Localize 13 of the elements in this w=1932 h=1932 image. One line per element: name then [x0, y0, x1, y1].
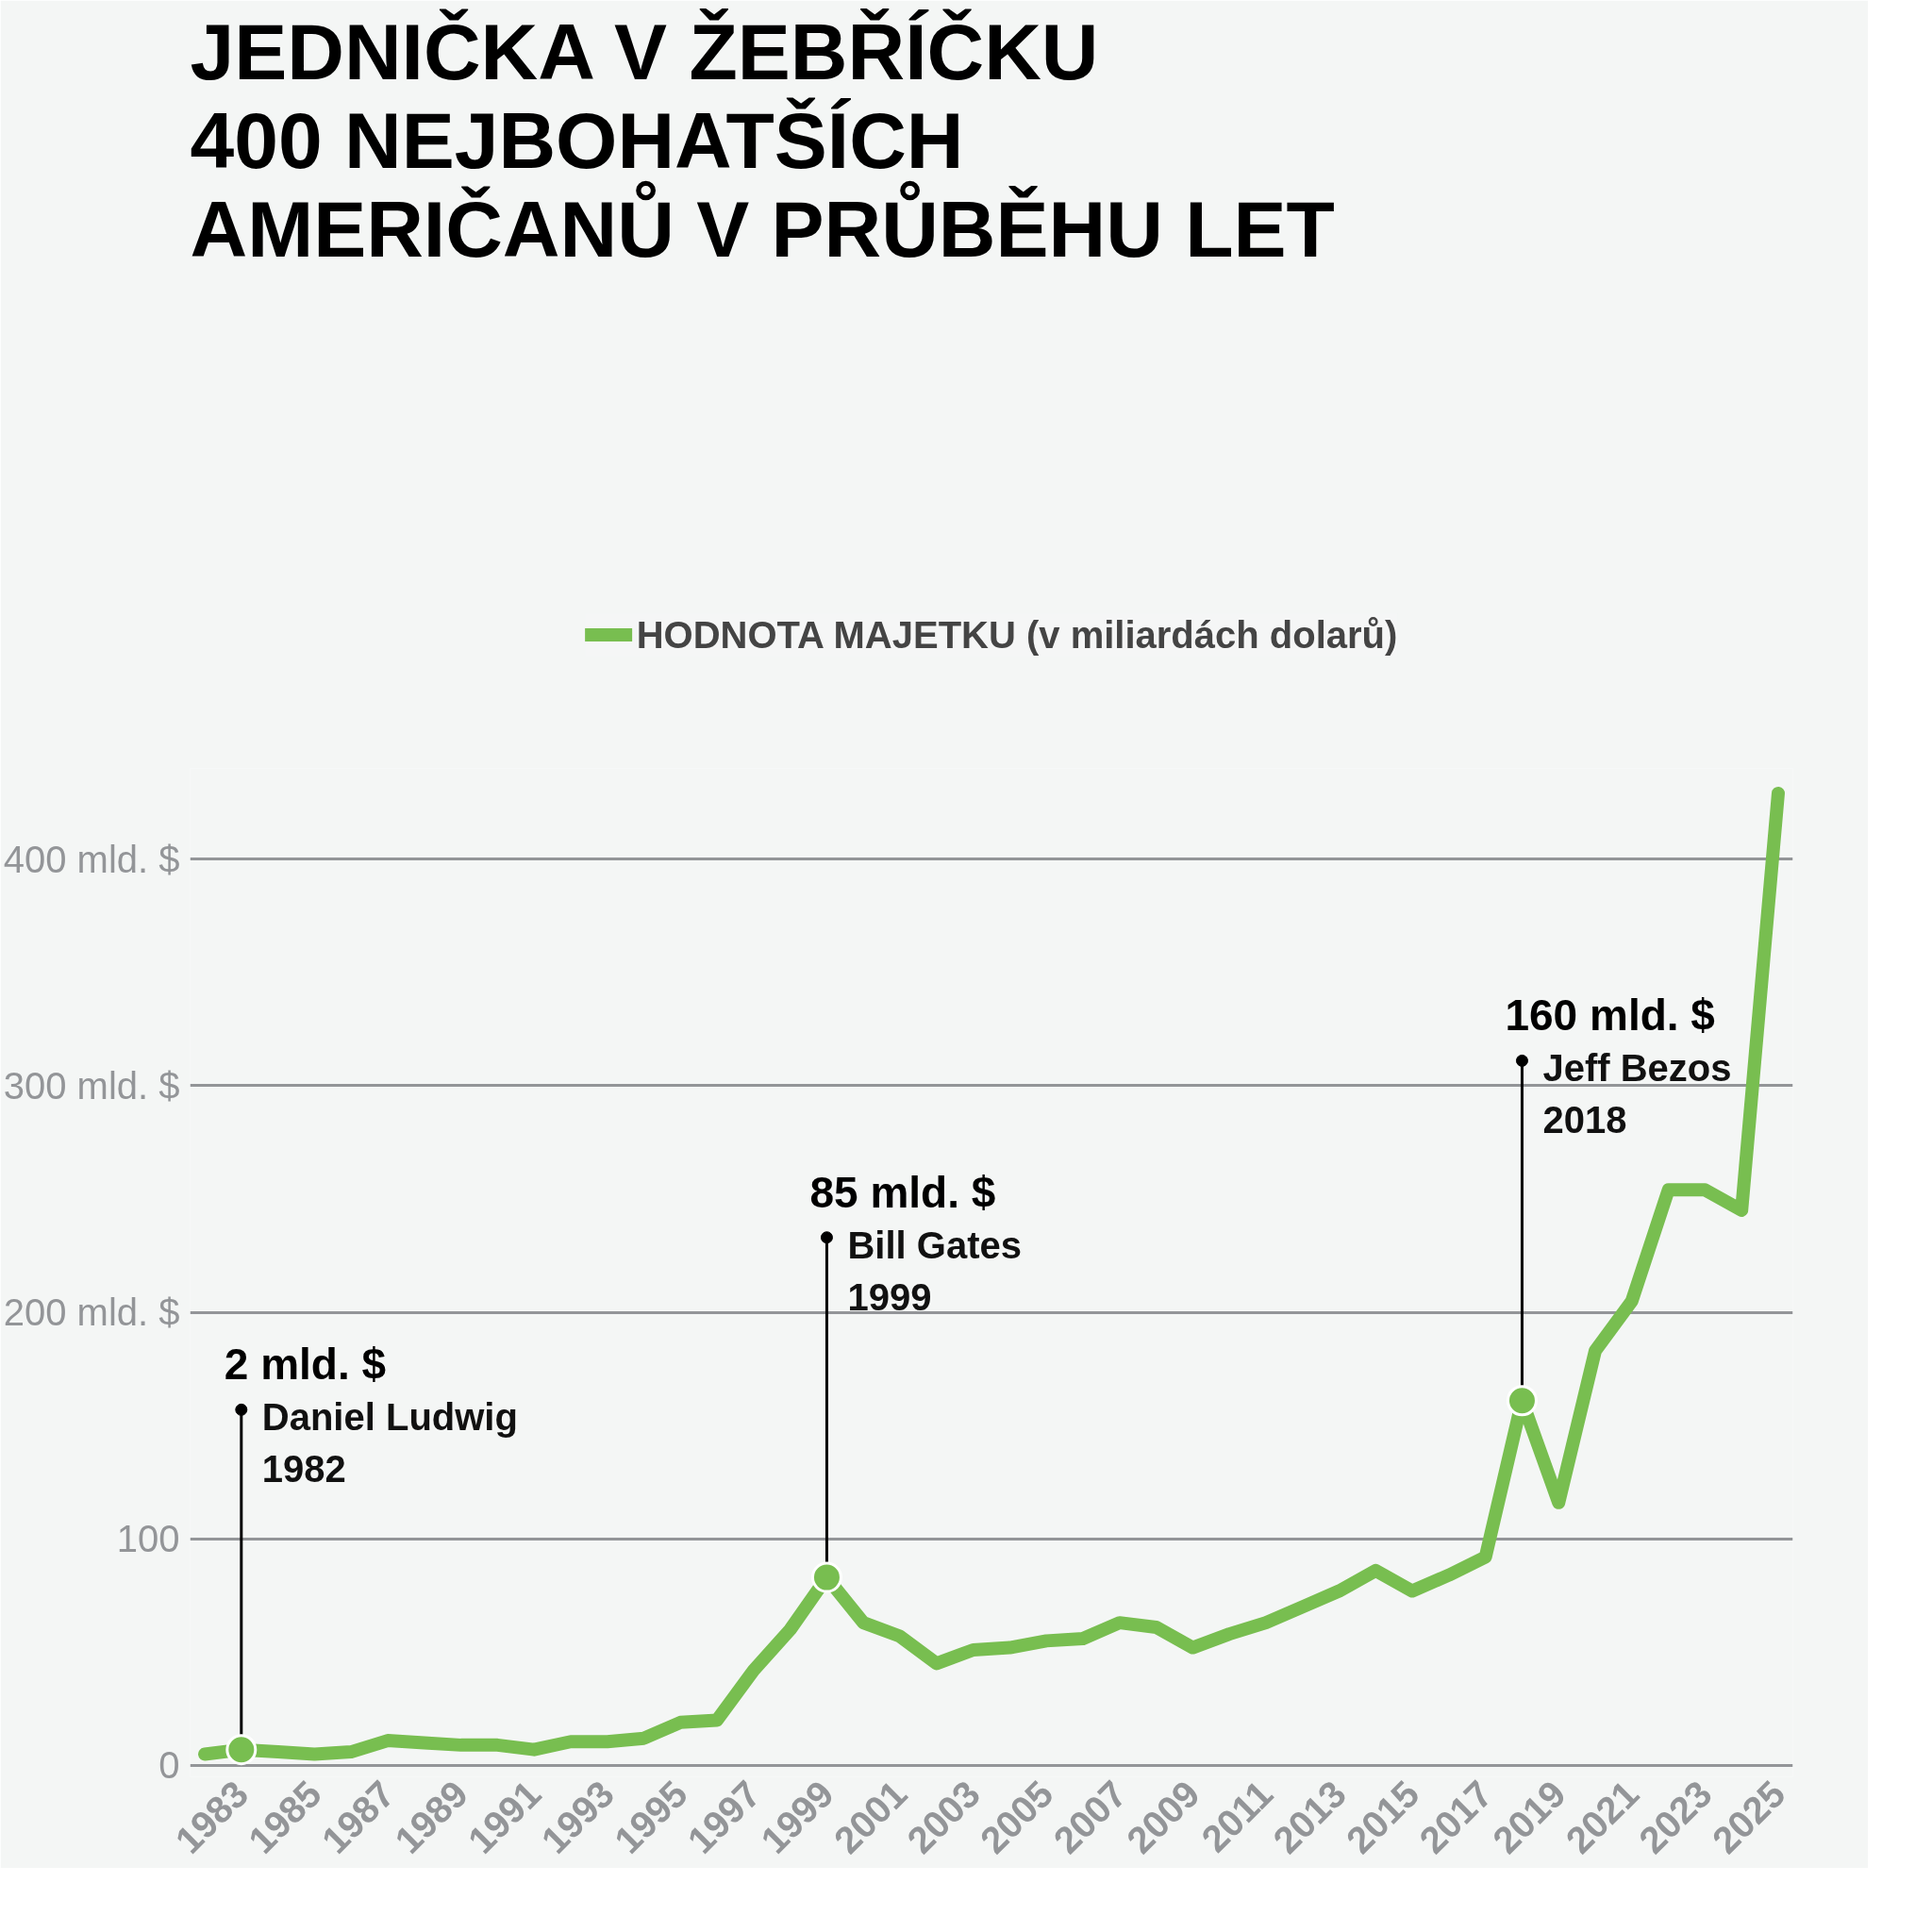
- annotation: 160 mld. $ Jeff Bezos 2018: [1505, 991, 1732, 1141]
- point: [1506, 1385, 1538, 1417]
- legend-label: HODNOTA MAJETKU (v miliardách dolarů): [636, 613, 1398, 657]
- y-tick-label: 200 mld. $: [3, 1291, 180, 1334]
- chart-title: JEDNIČKA V ŽEBŘÍČKU 400 NEJBOHATŠÍCH AMERIČANŮ V PRŮBĚHU LET: [190, 7, 1335, 274]
- point: [225, 1734, 258, 1766]
- y-tick-label: 100: [116, 1518, 180, 1560]
- annotation: 85 mld. $ Bill Gates 1999: [809, 1167, 1022, 1318]
- y-tick-label: 300 mld. $: [3, 1064, 180, 1107]
- point: [810, 1561, 842, 1593]
- annotation: 2 mld. $ Daniel Ludwig 1982: [224, 1340, 518, 1491]
- y-tick-label: 0: [158, 1744, 180, 1787]
- y-tick-label: 400 mld. $: [3, 838, 180, 880]
